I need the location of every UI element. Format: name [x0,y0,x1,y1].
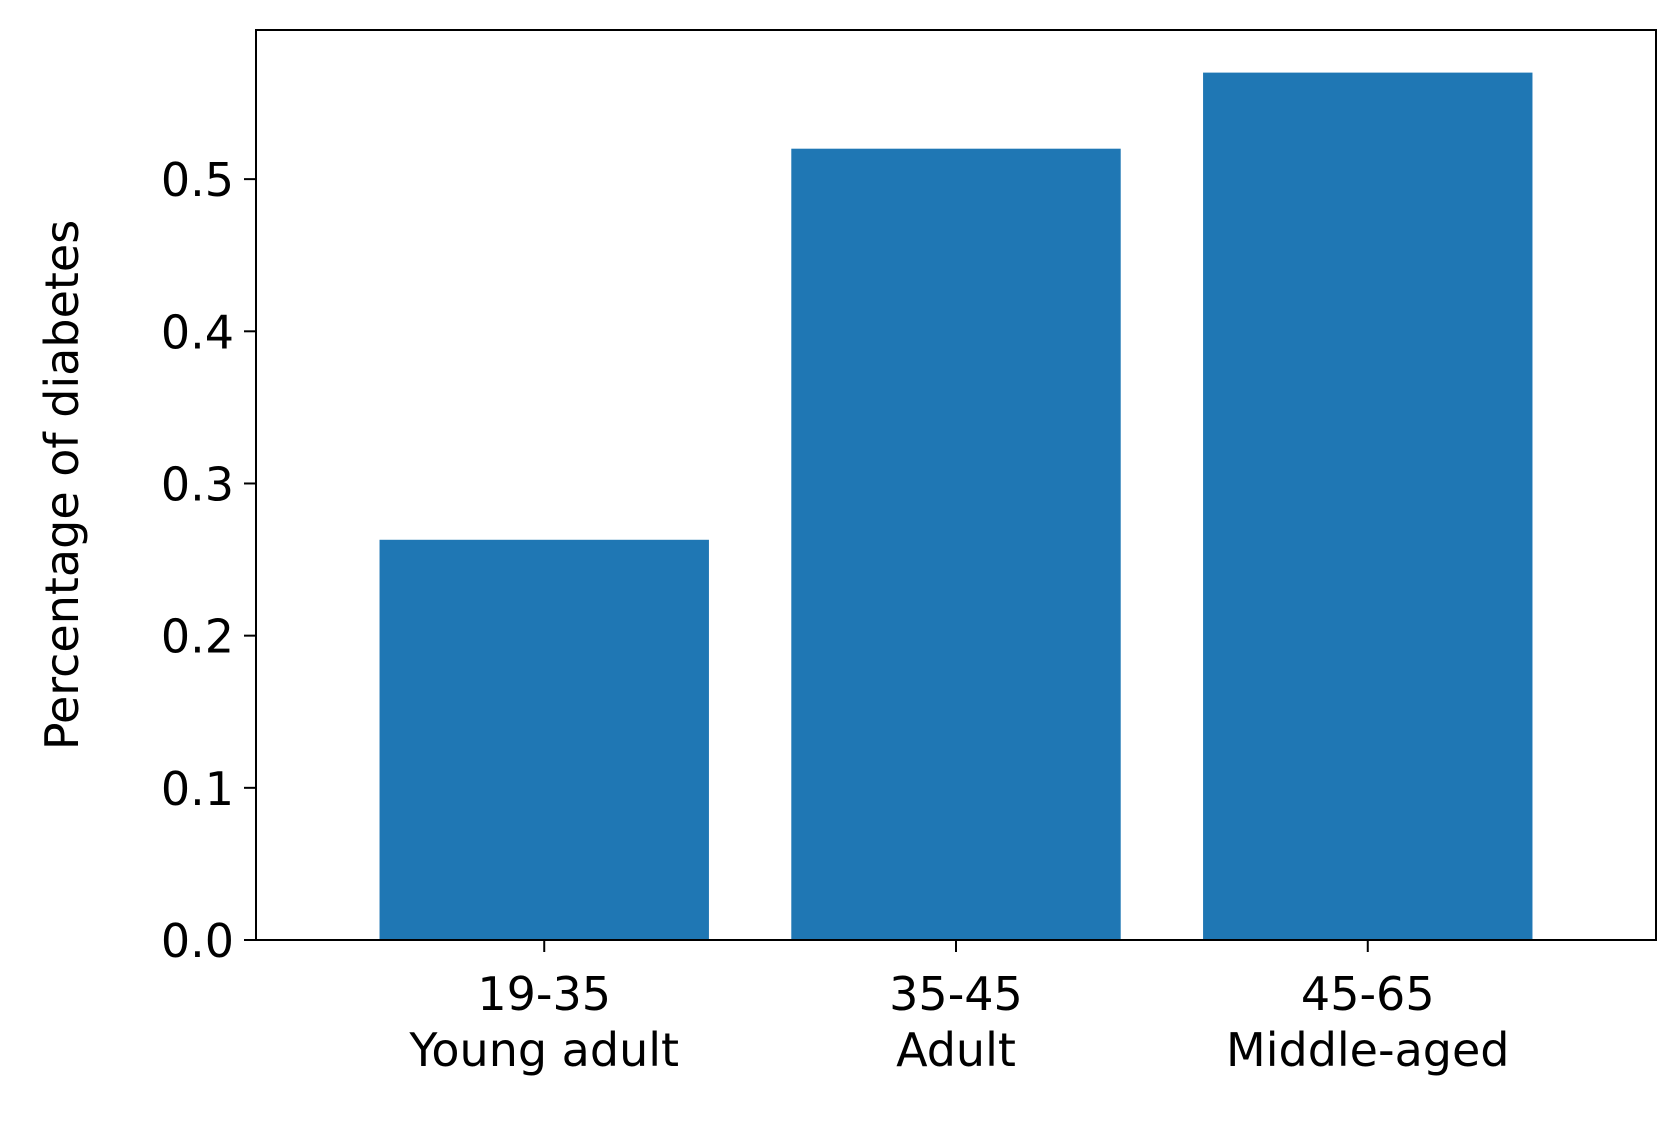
bar-2 [1203,72,1533,940]
x-tick-label-0-1: Young adult [408,1023,679,1077]
x-tick-label-2-1: Middle-aged [1226,1023,1509,1077]
y-tick-label-0: 0.0 [161,914,234,968]
y-tick-label-4: 0.4 [161,305,234,359]
x-tick-label-1-1: Adult [896,1023,1016,1077]
x-tick-label-0-0: 19-35 [477,967,611,1021]
y-axis-label: Percentage of diabetes [35,220,89,750]
y-tick-label-3: 0.3 [161,457,234,511]
y-tick-label-2: 0.2 [161,610,234,664]
bar-0 [379,539,709,940]
y-tick-label-1: 0.1 [161,762,234,816]
bar-1 [791,148,1121,940]
x-tick-label-1-0: 35-45 [889,967,1023,1021]
bars-layer [379,72,1533,940]
x-tick-label-2-0: 45-65 [1301,967,1435,1021]
y-tick-label-5: 0.5 [161,153,234,207]
